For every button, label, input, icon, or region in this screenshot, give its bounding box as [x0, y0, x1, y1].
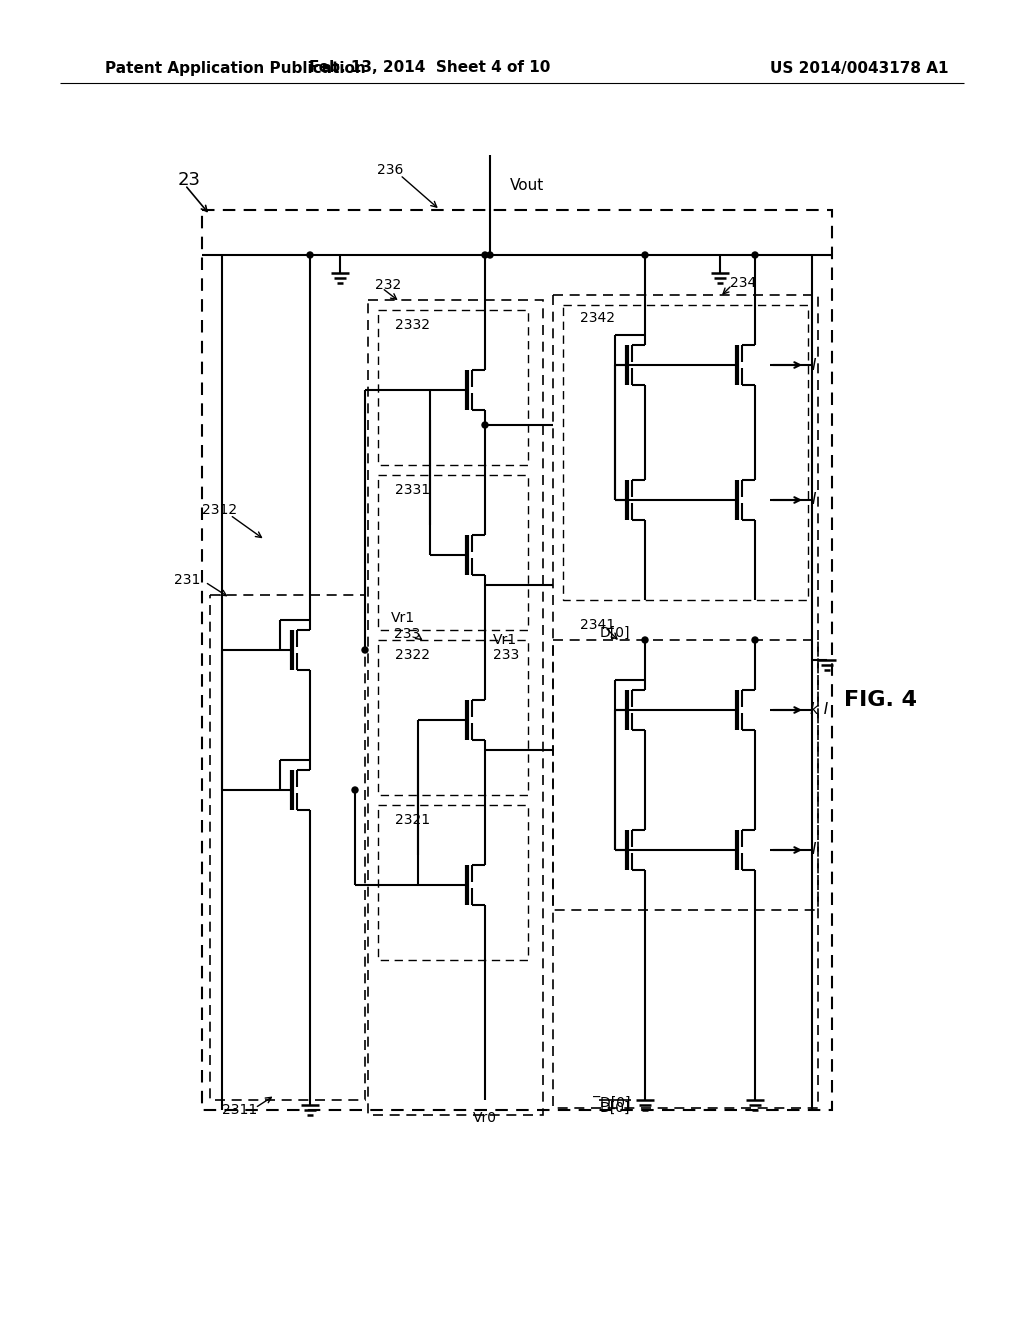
Circle shape	[752, 638, 758, 643]
Text: 2322: 2322	[395, 648, 430, 663]
Text: I: I	[812, 842, 816, 858]
Circle shape	[362, 647, 368, 653]
Text: 232: 232	[375, 279, 401, 292]
Bar	[368, 300, 543, 1115]
Circle shape	[482, 422, 488, 428]
Text: 2321: 2321	[395, 813, 430, 828]
Text: Vr0: Vr0	[473, 1111, 497, 1125]
Text: D[0]: D[0]	[600, 626, 631, 640]
Circle shape	[487, 252, 493, 257]
Text: Feb. 13, 2014  Sheet 4 of 10: Feb. 13, 2014 Sheet 4 of 10	[309, 61, 551, 75]
Text: Patent Application Publication: Patent Application Publication	[105, 61, 366, 75]
Text: 2311: 2311	[222, 1104, 258, 1117]
Text: k I: k I	[810, 702, 828, 718]
Text: US 2014/0043178 A1: US 2014/0043178 A1	[770, 61, 948, 75]
Text: 2341: 2341	[580, 618, 615, 632]
Text: I: I	[812, 358, 816, 372]
Text: 2331: 2331	[395, 483, 430, 498]
Bar	[378, 475, 528, 630]
Text: 2332: 2332	[395, 318, 430, 333]
Bar	[378, 640, 528, 795]
Text: 234: 234	[730, 276, 757, 290]
Bar	[563, 305, 808, 601]
Text: I: I	[812, 492, 816, 507]
Bar	[202, 210, 831, 1110]
Text: 233: 233	[493, 648, 519, 663]
Text: Vr1: Vr1	[493, 634, 517, 647]
Text: 231: 231	[174, 573, 200, 587]
Text: 233: 233	[394, 627, 420, 642]
Circle shape	[307, 252, 313, 257]
Circle shape	[642, 252, 648, 257]
Text: ̅D[0]: ̅D[0]	[600, 1096, 631, 1110]
Bar	[378, 805, 528, 960]
Circle shape	[352, 787, 358, 793]
Bar	[553, 294, 818, 909]
Text: 236: 236	[377, 162, 403, 177]
Bar	[378, 310, 528, 465]
Text: 2312: 2312	[203, 503, 238, 517]
Text: Vout: Vout	[510, 177, 544, 193]
Text: FIG. 4: FIG. 4	[844, 690, 916, 710]
Text: D[0]: D[0]	[600, 1101, 631, 1115]
Circle shape	[482, 252, 488, 257]
Circle shape	[752, 252, 758, 257]
Circle shape	[642, 638, 648, 643]
Text: 23: 23	[178, 172, 201, 189]
Text: Vr1: Vr1	[391, 611, 415, 624]
Bar	[210, 595, 365, 1100]
Bar	[553, 640, 818, 1107]
Text: 2342: 2342	[580, 312, 615, 325]
